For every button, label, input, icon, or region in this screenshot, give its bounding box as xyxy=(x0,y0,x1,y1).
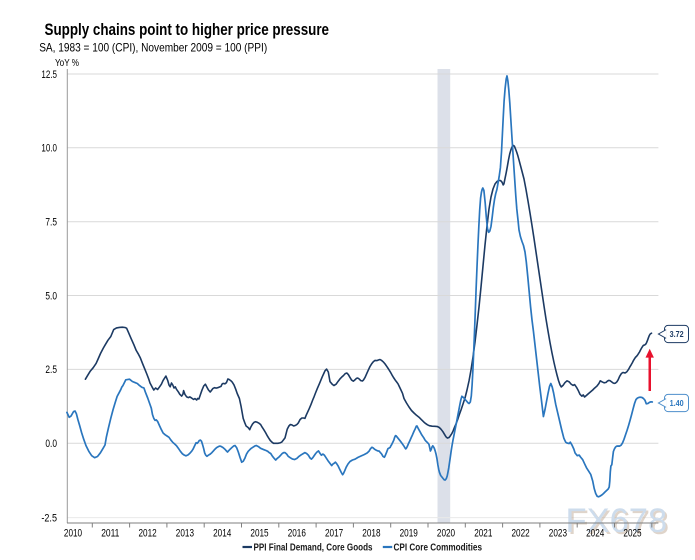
svg-text:2014: 2014 xyxy=(213,528,231,540)
svg-text:2010: 2010 xyxy=(64,528,82,540)
svg-text:5.0: 5.0 xyxy=(45,290,57,302)
svg-text:7.5: 7.5 xyxy=(45,217,57,229)
svg-text:2012: 2012 xyxy=(139,528,157,540)
svg-text:2025: 2025 xyxy=(623,528,641,540)
svg-text:2018: 2018 xyxy=(362,528,380,540)
svg-text:PPI Final Demand, Core Goods: PPI Final Demand, Core Goods xyxy=(254,543,373,554)
svg-text:3.72: 3.72 xyxy=(670,329,684,339)
svg-text:2020: 2020 xyxy=(437,528,455,540)
svg-text:2016: 2016 xyxy=(288,528,306,540)
svg-text:2024: 2024 xyxy=(586,528,604,540)
svg-text:2023: 2023 xyxy=(549,528,567,540)
svg-text:-2.5: -2.5 xyxy=(41,512,57,524)
svg-text:2022: 2022 xyxy=(512,528,530,540)
svg-text:2021: 2021 xyxy=(474,528,492,540)
svg-text:SA, 1983 = 100 (CPI), November: SA, 1983 = 100 (CPI), November 2009 = 10… xyxy=(39,41,267,55)
svg-text:12.5: 12.5 xyxy=(41,69,57,81)
svg-text:2011: 2011 xyxy=(101,528,119,540)
svg-text:CPI Core Commodities: CPI Core Commodities xyxy=(394,543,483,554)
svg-text:Supply chains point to higher: Supply chains point to higher price pres… xyxy=(45,20,330,39)
svg-text:0.0: 0.0 xyxy=(45,438,57,450)
svg-text:2013: 2013 xyxy=(176,528,194,540)
svg-text:2019: 2019 xyxy=(400,528,418,540)
svg-text:2017: 2017 xyxy=(325,528,343,540)
svg-text:1.40: 1.40 xyxy=(670,398,684,408)
svg-text:FX678: FX678 xyxy=(566,502,668,540)
svg-text:2.5: 2.5 xyxy=(45,364,57,376)
svg-text:10.0: 10.0 xyxy=(41,143,57,155)
svg-text:YoY %: YoY % xyxy=(55,57,79,69)
svg-text:2015: 2015 xyxy=(250,528,268,540)
